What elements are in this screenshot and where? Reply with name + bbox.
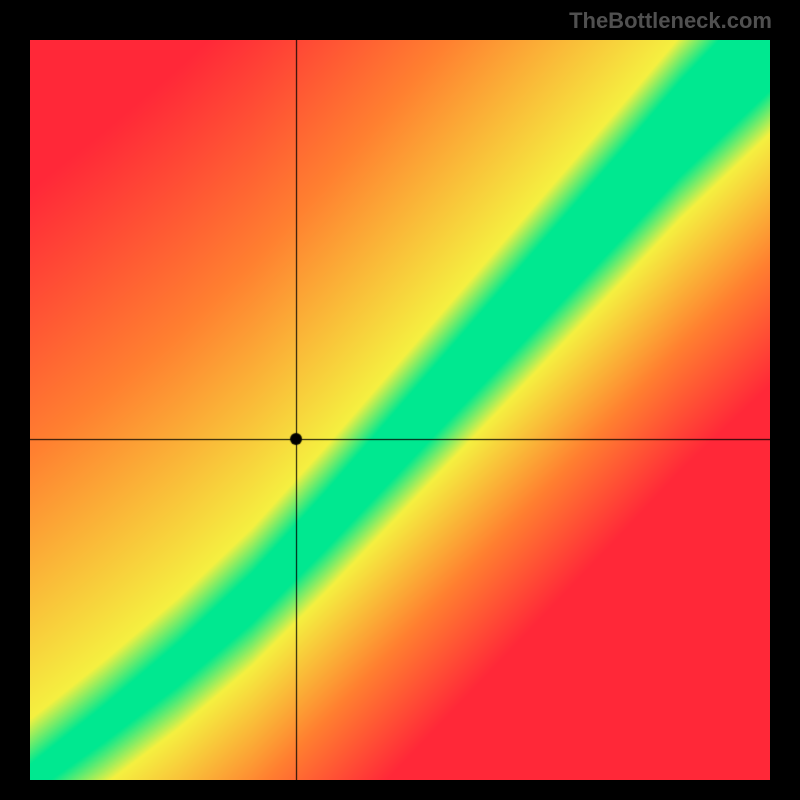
heatmap-canvas: [30, 40, 770, 780]
bottleneck-heatmap: [30, 40, 770, 780]
watermark-text: TheBottleneck.com: [569, 8, 772, 34]
